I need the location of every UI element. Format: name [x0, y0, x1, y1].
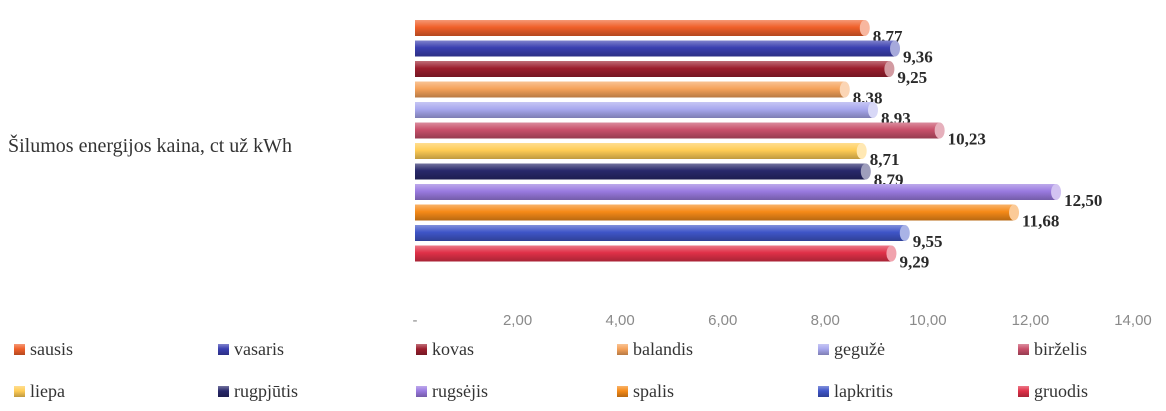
bar-cap-gegužė — [867, 102, 878, 118]
value-label-liepa: 8,71 — [870, 150, 900, 169]
x-tick-label: 10,00 — [909, 312, 947, 329]
x-tick-label: 12,00 — [1012, 312, 1050, 329]
bar-balandis — [415, 81, 845, 98]
bar-cap-birželis — [934, 122, 945, 139]
bar-cap-rugpjūtis — [860, 163, 871, 180]
legend-swatch — [218, 386, 229, 397]
bar-cap-gruodis — [886, 245, 897, 262]
value-label-kovas: 9,25 — [897, 68, 927, 87]
bar-birželis — [415, 122, 940, 139]
x-tick-label: 14,00 — [1114, 312, 1152, 329]
bar-rugpjūtis — [415, 163, 866, 180]
legend-swatch — [1018, 386, 1029, 397]
legend-swatch — [818, 344, 829, 355]
bar-liepa — [415, 143, 862, 159]
legend-swatch — [14, 386, 25, 397]
legend-label: gegužė — [834, 339, 885, 359]
legend-label: birželis — [1034, 339, 1087, 359]
x-tick-label: - — [413, 312, 418, 329]
legend-label: vasaris — [234, 339, 284, 359]
x-axis-ticks: - 2,00 4,00 6,00 8,00 10,00 12,00 14,00 — [413, 312, 1152, 329]
legend-swatch — [818, 386, 829, 397]
legend-swatch — [617, 344, 628, 355]
legend-item-lapkritis: lapkritis — [818, 381, 893, 401]
legend-item-gruodis: gruodis — [1018, 381, 1088, 401]
legend-label: liepa — [30, 381, 65, 401]
legend-item-rugsėjis: rugsėjis — [416, 381, 488, 401]
legend-item-sausis: sausis — [14, 339, 73, 359]
x-tick-label: 8,00 — [811, 312, 840, 329]
legend-label: balandis — [633, 339, 693, 359]
category-label: Šilumos energijos kaina, ct už kWh — [8, 133, 292, 157]
bar-spalis — [415, 204, 1015, 221]
legend-swatch — [218, 344, 229, 355]
value-label-spalis: 11,68 — [1022, 212, 1059, 231]
legend: sausis vasaris kovas balandis gegužė birželis… — [14, 339, 1088, 401]
value-label-gruodis: 9,29 — [899, 253, 929, 272]
legend-item-rugpjūtis: rugpjūtis — [218, 381, 298, 401]
bar-rugsėjis — [415, 184, 1057, 200]
legend-swatch — [1018, 344, 1029, 355]
bar-kovas — [415, 61, 890, 77]
value-label-lapkritis: 9,55 — [913, 232, 943, 251]
legend-item-liepa: liepa — [14, 381, 65, 401]
bar-cap-kovas — [884, 61, 895, 77]
legend-label: rugsėjis — [432, 381, 488, 401]
bar-cap-balandis — [839, 81, 850, 98]
bar-cap-vasaris — [890, 40, 901, 57]
x-tick-label: 4,00 — [606, 312, 635, 329]
legend-swatch — [416, 386, 427, 397]
x-tick-label: 2,00 — [503, 312, 532, 329]
legend-item-vasaris: vasaris — [218, 339, 284, 359]
bar-vasaris — [415, 40, 896, 57]
legend-swatch — [14, 344, 25, 355]
value-label-rugsėjis: 12,50 — [1064, 191, 1102, 210]
legend-item-birželis: birželis — [1018, 339, 1087, 359]
legend-label: lapkritis — [834, 381, 893, 401]
legend-item-spalis: spalis — [617, 381, 674, 401]
legend-label: sausis — [30, 339, 73, 359]
legend-swatch — [416, 344, 427, 355]
bar-lapkritis — [415, 225, 905, 241]
bar-cap-spalis — [1009, 204, 1020, 221]
bar-sausis — [415, 20, 865, 36]
legend-item-balandis: balandis — [617, 339, 693, 359]
value-label-birželis: 10,23 — [948, 130, 986, 149]
legend-label: spalis — [633, 381, 674, 401]
bar-gruodis — [415, 245, 892, 262]
legend-swatch — [617, 386, 628, 397]
bar-cap-sausis — [859, 20, 870, 36]
legend-item-gegužė: gegužė — [818, 339, 885, 359]
bars-group: 8,779,369,258,388,9310,238,718,7912,5011… — [415, 20, 1102, 272]
legend-label: gruodis — [1034, 381, 1088, 401]
bar-cap-liepa — [856, 143, 867, 159]
bar-cap-lapkritis — [899, 225, 910, 241]
x-tick-label: 6,00 — [708, 312, 737, 329]
bar-gegužė — [415, 102, 873, 118]
legend-label: rugpjūtis — [234, 381, 298, 401]
legend-label: kovas — [432, 339, 474, 359]
value-label-vasaris: 9,36 — [903, 48, 933, 67]
legend-item-kovas: kovas — [416, 339, 474, 359]
bar-cap-rugsėjis — [1051, 184, 1062, 200]
